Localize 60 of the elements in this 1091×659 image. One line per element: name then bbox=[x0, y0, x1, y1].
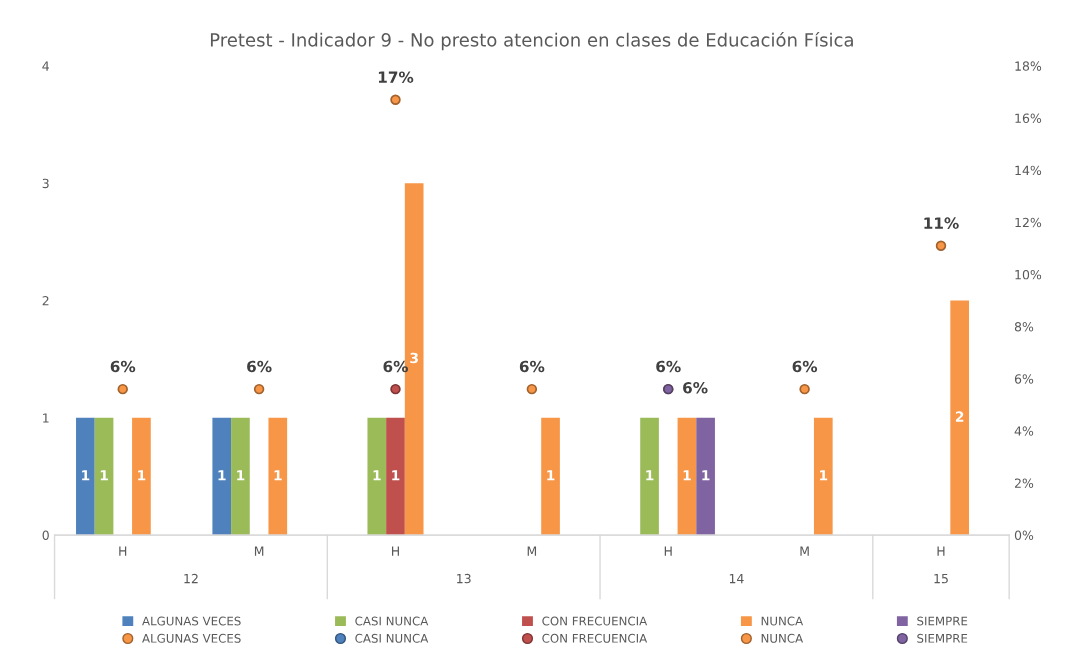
data-label: 1 bbox=[218, 470, 226, 481]
y-tick-label: 4 bbox=[42, 61, 49, 71]
x-tick-label: H bbox=[664, 546, 672, 556]
chart-title: Pretest - Indicador 9 - No presto atencion en clases de Educación Física bbox=[210, 32, 853, 51]
data-label: 1 bbox=[392, 470, 400, 481]
legend-label: CON FRECUENCIA bbox=[542, 633, 648, 643]
legend-label: SIEMPRE bbox=[917, 633, 968, 643]
data-label: 1 bbox=[237, 470, 245, 481]
y-tick-label: 0 bbox=[42, 530, 49, 541]
text: 15 bbox=[934, 574, 948, 584]
data-label: 17% bbox=[378, 71, 414, 83]
data-label: 1 bbox=[274, 470, 282, 481]
data-label: 1 bbox=[138, 470, 146, 481]
data-label: 1 bbox=[547, 470, 555, 481]
y2-tick-label: 2% bbox=[1014, 478, 1034, 488]
data-label: 2 bbox=[955, 411, 964, 422]
data-label: 1 bbox=[100, 470, 108, 481]
data-label: 1 bbox=[82, 470, 90, 481]
y2-tick-label: 8% bbox=[1014, 322, 1034, 332]
y2-tick-label: 10% bbox=[1015, 269, 1042, 280]
legend-label: ALGUNAS VECES bbox=[142, 633, 241, 643]
y-tick-label: 1 bbox=[43, 413, 49, 423]
x-tick-label: H bbox=[119, 546, 127, 556]
data-label: 1 bbox=[820, 470, 828, 481]
legend-label: SIEMPRE bbox=[917, 616, 968, 626]
data-label: 3 bbox=[410, 352, 418, 364]
legend-label: CASI NUNCA bbox=[355, 633, 429, 643]
y2-tick-label: 0% bbox=[1014, 530, 1034, 541]
x-tick-label: M bbox=[527, 546, 537, 556]
data-label: 1 bbox=[373, 470, 381, 481]
x-tick-label: M bbox=[800, 546, 809, 556]
data-label: 6% bbox=[683, 382, 708, 394]
x-tick-label: H bbox=[937, 546, 945, 556]
legend-label: CON FRECUENCIA bbox=[542, 616, 648, 626]
legend-label: NUNCA bbox=[761, 616, 804, 626]
y2-tick-label: 12% bbox=[1015, 217, 1042, 228]
text: 12 bbox=[184, 573, 198, 584]
data-label: 6% bbox=[792, 360, 818, 373]
legend-label: NUNCA bbox=[761, 633, 804, 643]
data-label: 1 bbox=[683, 470, 691, 481]
data-label: 6% bbox=[656, 360, 681, 373]
data-label: 11% bbox=[924, 217, 959, 229]
y2-tick-label: 4% bbox=[1014, 426, 1034, 436]
data-label: 6% bbox=[247, 360, 272, 373]
legend-label: ALGUNAS VECES bbox=[142, 616, 241, 626]
text: 14 bbox=[729, 574, 744, 584]
y2-tick-label: 6% bbox=[1014, 374, 1034, 384]
x-tick-label: H bbox=[392, 546, 399, 556]
data-label: 6% bbox=[519, 360, 545, 373]
data-label: 6% bbox=[110, 360, 136, 373]
y2-tick-label: 14% bbox=[1015, 165, 1042, 176]
y-tick-label: 2 bbox=[42, 295, 49, 306]
y2-tick-label: 16% bbox=[1015, 113, 1042, 123]
y-tick-label: 3 bbox=[42, 178, 49, 189]
y2-tick-label: 18% bbox=[1015, 61, 1042, 71]
data-label: 1 bbox=[646, 470, 654, 481]
legend-label: CASI NUNCA bbox=[355, 616, 429, 626]
data-label: 1 bbox=[702, 470, 710, 481]
text: 13 bbox=[457, 573, 471, 584]
x-tick-label: M bbox=[254, 546, 264, 556]
